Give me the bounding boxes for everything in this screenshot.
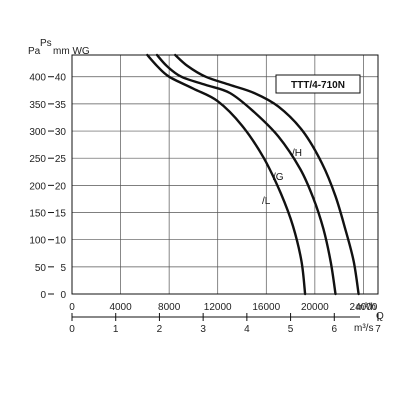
- m3s-tick-label: 4: [244, 324, 250, 335]
- curve-l: [146, 53, 307, 296]
- mmwg-tick-label: 15: [55, 209, 67, 220]
- curve-h: [174, 53, 360, 296]
- q-axis-label: Q: [376, 311, 384, 322]
- curve-label-l: /L: [262, 196, 271, 207]
- m3h-tick-labels: 0 4000 8000 12000 16000 20000 24000: [69, 302, 378, 313]
- pa-tick-label: 50: [35, 263, 47, 274]
- pa-tick-label: 250: [29, 154, 46, 165]
- grid-lines: [72, 55, 378, 294]
- curve-label-h: /H: [292, 148, 302, 159]
- mmwg-tick-label: 30: [55, 127, 67, 138]
- mmwg-tick-label: 10: [55, 236, 67, 247]
- curve-label-g: /G: [273, 172, 284, 183]
- m3h-tick-label: 8000: [158, 302, 181, 313]
- pa-tick-label: 0: [40, 290, 46, 301]
- m3h-tick-label: 24000: [350, 302, 378, 313]
- m3s-unit-label: m³/s: [354, 323, 373, 334]
- mmwg-tick-label: 35: [55, 100, 67, 111]
- pa-tick-label: 400: [29, 73, 46, 84]
- model-label-box: [275, 74, 361, 94]
- mmwg-tick-labels: 40 35 30 25 20 15 10 5 0: [55, 73, 67, 301]
- m3s-tick-label: 2: [157, 324, 163, 335]
- mmwg-axis-label: mm WG: [53, 46, 90, 57]
- m3h-unit-label: m³/h: [356, 302, 376, 313]
- pa-axis-label: Pa: [28, 46, 41, 57]
- mmwg-tick-label: 20: [55, 181, 67, 192]
- pa-tick-labels: 400 350 300 250 200 150 100 50 0: [29, 73, 54, 301]
- mmwg-tick-label: 40: [55, 73, 67, 84]
- m3s-tick-label: 0: [69, 324, 75, 335]
- curve-g: [155, 53, 337, 296]
- m3h-tick-label: 0: [69, 302, 75, 313]
- pa-tick-label: 350: [29, 100, 46, 111]
- m3s-tick-label: 6: [332, 324, 338, 335]
- mmwg-tick-label: 5: [60, 263, 66, 274]
- m3h-tick-label: 12000: [204, 302, 232, 313]
- mmwg-tick-label: 25: [55, 154, 67, 165]
- ps-axis-label: Ps: [40, 38, 52, 49]
- m3h-tick-label: 16000: [252, 302, 280, 313]
- model-label: TTT/4-710N: [291, 80, 345, 91]
- m3s-tick-label: 3: [200, 324, 206, 335]
- pa-tick-label: 200: [29, 181, 46, 192]
- pa-tick-label: 150: [29, 209, 46, 220]
- plot-frame: [71, 54, 379, 295]
- m3s-tick-labels: 0 1 2 3 4 5 6 7: [69, 313, 381, 335]
- m3s-tick-label: 1: [113, 324, 119, 335]
- performance-curves: /H/G/L: [146, 53, 360, 296]
- m3h-tick-label: 20000: [301, 302, 329, 313]
- pa-tick-label: 100: [29, 236, 46, 247]
- mmwg-tick-label: 0: [60, 290, 66, 301]
- m3s-tick-label: 5: [288, 324, 294, 335]
- pa-tick-label: 300: [29, 127, 46, 138]
- m3s-tick-label: 7: [375, 324, 381, 335]
- m3h-tick-label: 4000: [109, 302, 132, 313]
